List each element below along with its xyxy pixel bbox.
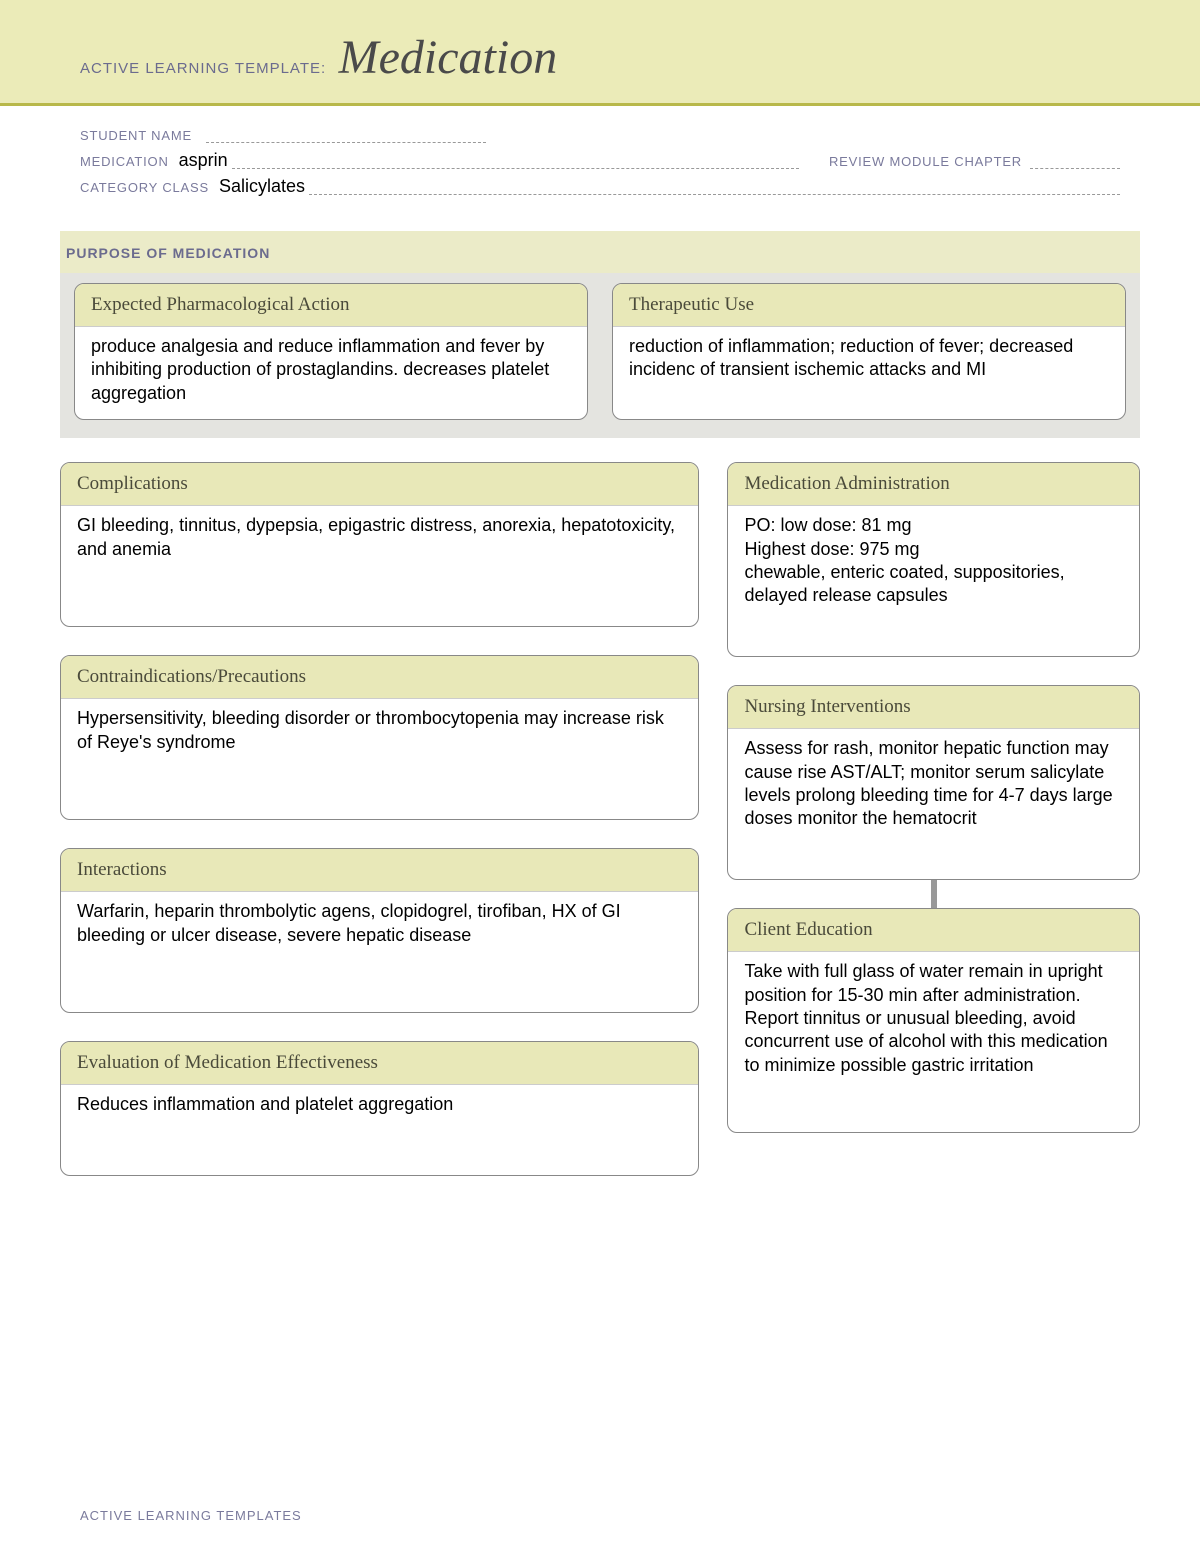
complications-card: Complications GI bleeding, tinnitus, dyp…: [60, 462, 699, 627]
contraindications-body: Hypersensitivity, bleeding disorder or t…: [61, 699, 698, 819]
purpose-title: PURPOSE OF MEDICATION: [60, 231, 1140, 273]
nursing-card: Nursing Interventions Assess for rash, m…: [727, 685, 1140, 880]
pharm-action-title: Expected Pharmacological Action: [75, 284, 587, 327]
header-prefix: ACTIVE LEARNING TEMPLATE:: [80, 60, 326, 77]
purpose-section: PURPOSE OF MEDICATION Expected Pharmacol…: [60, 231, 1140, 438]
education-card: Client Education Take with full glass of…: [727, 908, 1140, 1133]
interactions-title: Interactions: [61, 849, 698, 892]
therapeutic-body: reduction of inflammation; reduction of …: [613, 327, 1125, 396]
student-name-label: STUDENT NAME: [80, 128, 198, 143]
category-value[interactable]: Salicylates: [215, 177, 309, 195]
nursing-body: Assess for rash, monitor hepatic functio…: [728, 729, 1139, 879]
footer-text: ACTIVE LEARNING TEMPLATES: [80, 1508, 302, 1523]
blank-line: [1030, 155, 1120, 169]
header-title: Medication: [339, 30, 558, 85]
left-column: Complications GI bleeding, tinnitus, dyp…: [60, 462, 699, 1176]
complications-body: GI bleeding, tinnitus, dypepsia, epigast…: [61, 506, 698, 626]
blank-line: [232, 155, 799, 169]
pharm-action-card: Expected Pharmacological Action produce …: [74, 283, 588, 420]
blank-line: [206, 129, 486, 143]
education-title: Client Education: [728, 909, 1139, 952]
evaluation-title: Evaluation of Medication Effectiveness: [61, 1042, 698, 1085]
evaluation-card: Evaluation of Medication Effectiveness R…: [60, 1041, 699, 1176]
purpose-row: Expected Pharmacological Action produce …: [74, 283, 1126, 420]
contraindications-title: Contraindications/Precautions: [61, 656, 698, 699]
category-label: CATEGORY CLASS: [80, 180, 215, 195]
pharm-action-body: produce analgesia and reduce inflammatio…: [75, 327, 587, 419]
complications-title: Complications: [61, 463, 698, 506]
medication-row: MEDICATION asprin REVIEW MODULE CHAPTER: [80, 151, 1120, 169]
interactions-body: Warfarin, heparin thrombolytic agens, cl…: [61, 892, 698, 1012]
evaluation-body: Reduces inflammation and platelet aggreg…: [61, 1085, 698, 1175]
right-column: Medication Administration PO: low dose: …: [727, 462, 1140, 1176]
administration-card: Medication Administration PO: low dose: …: [727, 462, 1140, 657]
administration-title: Medication Administration: [728, 463, 1139, 506]
category-row: CATEGORY CLASS Salicylates: [80, 177, 1120, 195]
education-body: Take with full glass of water remain in …: [728, 952, 1139, 1132]
review-label: REVIEW MODULE CHAPTER: [799, 154, 1022, 169]
student-name-row: STUDENT NAME: [80, 128, 1120, 143]
nursing-title: Nursing Interventions: [728, 686, 1139, 729]
page: ACTIVE LEARNING TEMPLATE: Medication STU…: [0, 0, 1200, 1553]
meta-block: STUDENT NAME MEDICATION asprin REVIEW MO…: [0, 106, 1200, 213]
therapeutic-title: Therapeutic Use: [613, 284, 1125, 327]
medication-label: MEDICATION: [80, 154, 175, 169]
administration-body: PO: low dose: 81 mg Highest dose: 975 mg…: [728, 506, 1139, 656]
blank-line: [309, 181, 1120, 195]
connector-line: [931, 880, 937, 908]
main-grid: Complications GI bleeding, tinnitus, dyp…: [0, 438, 1200, 1176]
therapeutic-card: Therapeutic Use reduction of inflammatio…: [612, 283, 1126, 420]
medication-value[interactable]: asprin: [175, 151, 232, 169]
contraindications-card: Contraindications/Precautions Hypersensi…: [60, 655, 699, 820]
header-band: ACTIVE LEARNING TEMPLATE: Medication: [0, 0, 1200, 106]
interactions-card: Interactions Warfarin, heparin thromboly…: [60, 848, 699, 1013]
